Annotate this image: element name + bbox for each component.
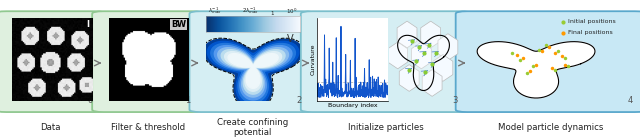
FancyBboxPatch shape: [301, 11, 471, 112]
Polygon shape: [214, 46, 292, 100]
Text: Create confining
potential: Create confining potential: [216, 118, 288, 137]
FancyBboxPatch shape: [92, 11, 204, 112]
Text: Data: Data: [40, 123, 61, 132]
FancyBboxPatch shape: [456, 11, 640, 112]
Text: 3: 3: [452, 96, 458, 105]
Text: $10^0$: $10^0$: [286, 6, 298, 16]
Text: 1: 1: [270, 11, 273, 16]
FancyBboxPatch shape: [0, 11, 106, 112]
Polygon shape: [221, 50, 285, 94]
Text: 4: 4: [628, 96, 633, 105]
X-axis label: Boundary index: Boundary index: [328, 103, 378, 108]
Text: Filter & threshold: Filter & threshold: [111, 123, 185, 132]
Polygon shape: [225, 52, 282, 91]
Text: Initialize particles: Initialize particles: [348, 123, 424, 132]
Polygon shape: [204, 39, 302, 109]
Text: BW: BW: [172, 20, 186, 29]
Text: 0: 0: [88, 96, 93, 105]
Polygon shape: [218, 48, 289, 97]
Text: V: V: [287, 34, 294, 44]
Polygon shape: [228, 54, 278, 88]
Polygon shape: [207, 41, 299, 106]
Y-axis label: Curvature: Curvature: [311, 44, 316, 75]
Text: $\lambda^{-1}_{max}$: $\lambda^{-1}_{max}$: [208, 5, 222, 16]
Polygon shape: [477, 42, 595, 98]
Text: Final positions: Final positions: [568, 30, 612, 35]
Text: I: I: [86, 20, 89, 29]
Polygon shape: [211, 44, 296, 103]
Text: 1: 1: [185, 96, 190, 105]
Text: 2: 2: [296, 96, 301, 105]
FancyBboxPatch shape: [189, 11, 315, 112]
Text: Initial positions: Initial positions: [568, 19, 616, 25]
Text: Model particle dynamics: Model particle dynamics: [499, 123, 604, 132]
Text: $2\lambda^{-1}_{max}$: $2\lambda^{-1}_{max}$: [242, 5, 259, 16]
Polygon shape: [397, 35, 449, 91]
